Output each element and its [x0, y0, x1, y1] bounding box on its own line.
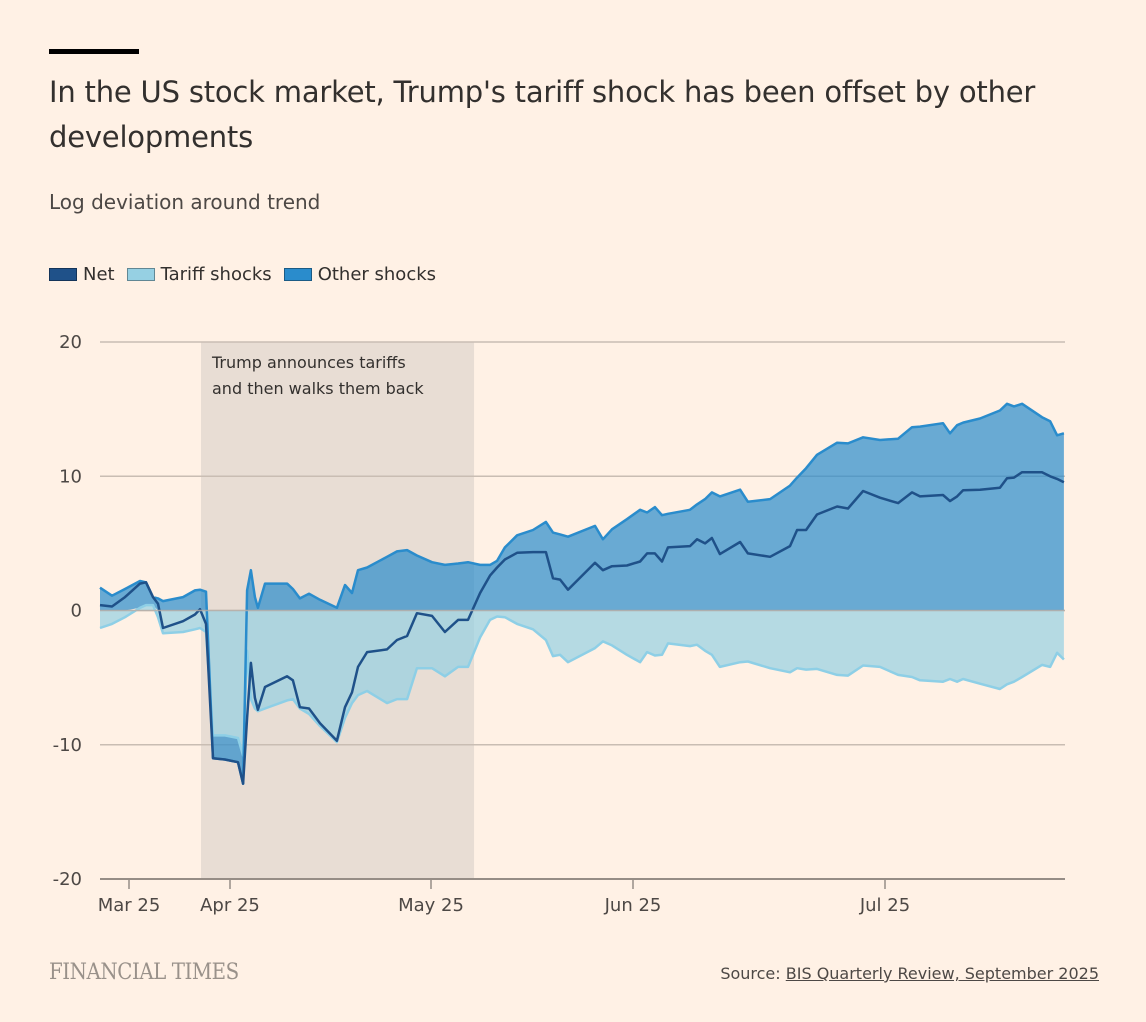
- legend-swatch-tariff: [126, 268, 155, 281]
- legend-label-net: Net: [83, 264, 115, 285]
- legend-label-tariff: Tariff shocks: [160, 264, 272, 285]
- chart-title: In the US stock market, Trump's tariff s…: [49, 75, 1036, 154]
- y-tick-label: -10: [53, 735, 82, 756]
- source-link[interactable]: BIS Quarterly Review, September 2025: [785, 964, 1099, 983]
- chart-subtitle: Log deviation around trend: [49, 190, 321, 214]
- x-tick-label: Jun 25: [604, 895, 662, 916]
- ft-logo: FINANCIAL TIMES: [49, 960, 239, 985]
- annotation-text: and then walks them back: [212, 379, 424, 398]
- legend-swatch-other: [283, 268, 312, 281]
- x-tick-label: Apr 25: [200, 895, 260, 916]
- y-tick-label: 20: [59, 332, 82, 353]
- x-tick-label: Mar 25: [98, 895, 161, 916]
- net-line: [99, 470, 1065, 785]
- x-tick-label: Jul 25: [859, 895, 910, 916]
- y-tick-label: 10: [59, 466, 82, 487]
- legend-item-tariff: Tariff shocks: [126, 264, 272, 285]
- tariff-shocks-edge: [99, 603, 1065, 757]
- legend-swatch-net: [49, 268, 77, 281]
- source-prefix: Source:: [720, 964, 786, 983]
- y-tick-label: 0: [71, 601, 82, 622]
- legend-item-net: Net: [49, 264, 115, 285]
- source-note: Source: BIS Quarterly Review, September …: [720, 964, 1099, 983]
- legend-item-other: Other shocks: [283, 264, 437, 285]
- annotation-text: Trump announces tariffs: [211, 353, 406, 372]
- legend: Net Tariff shocks Other shocks: [49, 264, 448, 285]
- top-rule: [49, 49, 139, 54]
- other-shocks-area: [100, 403, 1064, 784]
- tariff-shocks-area: [100, 605, 1064, 756]
- x-tick-label: May 25: [398, 895, 464, 916]
- y-tick-label: -20: [53, 869, 82, 890]
- legend-label-other: Other shocks: [317, 264, 437, 285]
